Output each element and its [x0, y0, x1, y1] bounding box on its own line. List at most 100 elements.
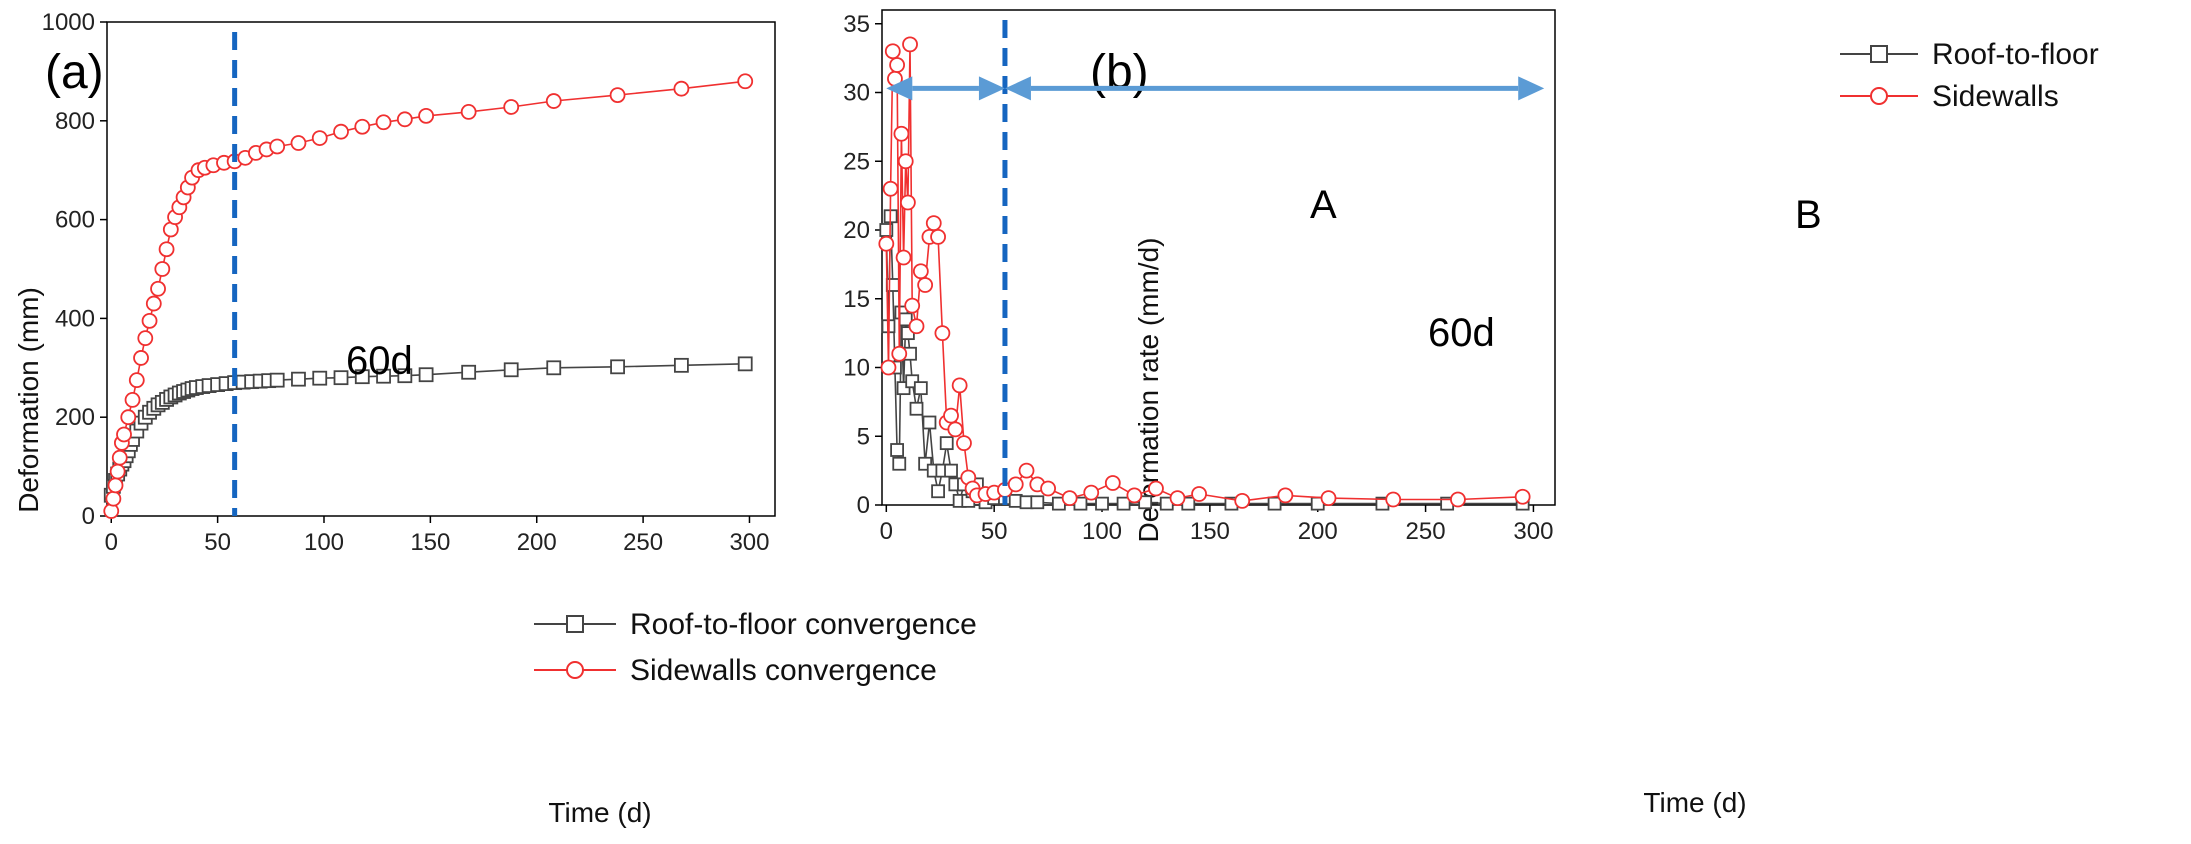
plot-frame	[106, 21, 776, 517]
data-point-sidewalls	[1385, 491, 1402, 508]
stage-arrow-head-right	[978, 76, 1005, 101]
data-point-sidewalls	[908, 318, 925, 335]
y-tick-label: 0	[857, 492, 870, 519]
chart-panel-b: (b) Deformation rate (mm/d) Time (d) 0 50…	[843, 9, 2099, 818]
series-line-sidewalls	[110, 80, 746, 512]
data-point-roof-to-floor	[461, 364, 477, 380]
y-tick-label: 600	[55, 207, 95, 234]
data-point-sidewalls	[880, 359, 897, 376]
data-point-sidewalls	[951, 377, 968, 394]
vline-label-a: 60d	[346, 339, 413, 383]
data-point-roof-to-floor	[890, 443, 904, 457]
stage-arrow-head-left	[886, 76, 913, 101]
data-point-sidewalls	[912, 263, 929, 280]
data-point-sidewalls	[889, 57, 905, 73]
data-point-sidewalls	[884, 43, 901, 60]
data-point-roof-to-floor	[892, 456, 907, 471]
x-tick-label: 200	[517, 529, 557, 556]
data-point-sidewalls	[150, 280, 166, 297]
data-point-sidewalls	[673, 80, 690, 97]
data-point-sidewalls	[1061, 490, 1078, 507]
data-point-sidewalls	[1126, 487, 1143, 504]
data-point-sidewalls	[943, 407, 959, 424]
data-point-sidewalls	[956, 435, 972, 452]
data-point-sidewalls	[503, 99, 520, 115]
data-point-sidewalls	[116, 426, 132, 443]
data-point-sidewalls	[1007, 476, 1024, 493]
legend-b: Roof-to-floor Sidewalls	[1840, 38, 2099, 113]
data-point-sidewalls	[897, 153, 914, 170]
data-point-sidewalls	[333, 123, 349, 140]
legend-label-sidewalls-convergence: Sidewalls convergence	[630, 654, 937, 687]
legend-marker-circle	[566, 661, 584, 679]
y-tick-label: 20	[843, 217, 870, 244]
data-point-sidewalls	[891, 345, 908, 362]
data-point-roof-to-floor	[354, 369, 370, 385]
legend-label-roof-to-floor-convergence: Roof-to-floor convergence	[630, 608, 977, 641]
x-tick-label: 200	[1298, 518, 1338, 545]
data-point-sidewalls	[105, 490, 122, 507]
data-point-sidewalls	[311, 130, 328, 146]
data-point-sidewalls	[878, 235, 895, 252]
x-tick-label: 0	[105, 529, 118, 556]
data-point-sidewalls	[1320, 490, 1337, 507]
plot-frame	[881, 9, 1556, 506]
legend-label-sidewalls: Sidewalls	[1932, 80, 2059, 113]
plot-area-b: 0 50 100 150 200 250 300 0 5 10 15 20 25 30 35	[843, 9, 1556, 545]
data-point-roof-to-floor	[931, 484, 945, 499]
vline-label-b: 60d	[1428, 311, 1495, 355]
legend-a: Roof-to-floor convergence Sidewalls conv…	[534, 608, 977, 687]
data-point-sidewalls	[111, 449, 128, 466]
panel-label-b: (b)	[1090, 46, 1149, 99]
x-tick-label: 100	[1082, 518, 1122, 545]
data-point-roof-to-floor	[913, 381, 928, 396]
y-tick-label: 400	[55, 305, 95, 332]
data-point-sidewalls	[133, 350, 149, 366]
data-point-sidewalls	[1191, 486, 1207, 502]
data-point-roof-to-floor	[503, 362, 519, 378]
data-point-roof-to-floor	[333, 370, 349, 386]
data-point-roof-to-floor	[418, 367, 434, 383]
data-point-sidewalls	[934, 325, 951, 342]
y-axis-title-a: Deformation (mm)	[13, 287, 44, 513]
panel-label-a: (a)	[45, 46, 104, 99]
data-point-sidewalls	[895, 249, 912, 266]
data-point-sidewalls	[1277, 487, 1294, 504]
data-point-sidewalls	[1104, 475, 1121, 491]
data-point-sidewalls	[737, 73, 754, 90]
x-tick-label: 0	[880, 518, 893, 545]
x-tick-label: 300	[1513, 518, 1553, 545]
data-point-sidewalls	[418, 107, 435, 124]
stage-arrow-head-right	[1518, 76, 1545, 101]
x-axis-title-b: Time (d)	[1643, 787, 1746, 818]
series-line-roof-to-floor	[885, 216, 1523, 505]
data-point-roof-to-floor	[291, 371, 306, 387]
data-point-sidewalls	[396, 111, 413, 128]
data-point-sidewalls	[124, 392, 141, 408]
data-point-sidewalls	[120, 409, 137, 426]
y-tick-label: 10	[843, 355, 870, 382]
data-point-sidewalls	[137, 330, 154, 347]
data-point-roof-to-floor	[1095, 496, 1109, 511]
data-point-sidewalls	[917, 277, 934, 293]
x-tick-label: 250	[623, 529, 663, 556]
data-point-roof-to-floor	[1267, 496, 1282, 511]
stage-arrow-head-left	[1004, 76, 1031, 101]
data-point-sidewalls	[145, 295, 162, 312]
stage-label-b: B	[1795, 193, 1822, 237]
data-point-sidewalls	[269, 138, 286, 155]
data-point-roof-to-floor	[909, 401, 924, 416]
data-point-sidewalls	[109, 463, 126, 480]
data-point-sidewalls	[354, 118, 371, 135]
y-tick-label: 5	[857, 423, 870, 450]
data-point-sidewalls	[1169, 490, 1186, 507]
data-point-roof-to-floor	[944, 463, 958, 478]
y-tick-label: 35	[843, 11, 870, 38]
data-point-sidewalls	[893, 125, 910, 142]
y-tick-label: 30	[843, 80, 870, 107]
x-tick-label: 250	[1406, 518, 1446, 545]
data-point-sidewalls	[1040, 480, 1056, 497]
data-point-roof-to-floor	[546, 360, 562, 376]
y-tick-label: 1000	[42, 9, 95, 36]
